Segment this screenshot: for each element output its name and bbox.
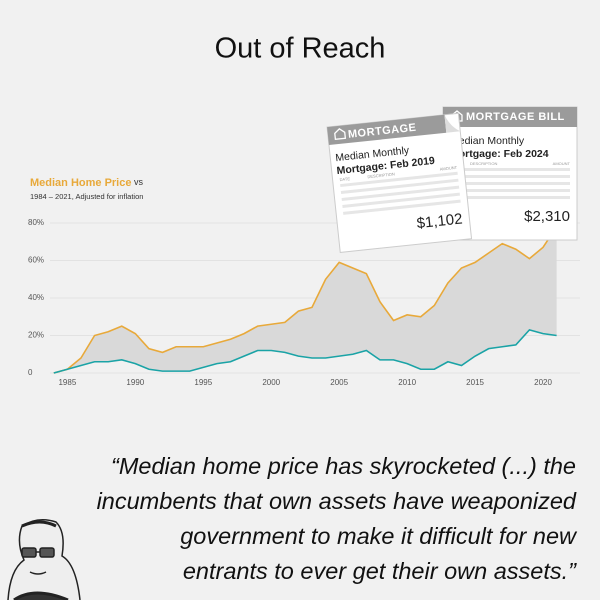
series-line bbox=[53, 328, 557, 374]
quote: “Median home price has skyrocketed (...)… bbox=[97, 453, 578, 584]
card-header bbox=[327, 114, 447, 146]
card-column: AMOUNT bbox=[439, 165, 457, 172]
y-tick-label: 40% bbox=[28, 293, 44, 302]
x-tick-label: 1995 bbox=[194, 378, 212, 387]
chart-subtitle: 1984 – 2021, Adjusted for inflation bbox=[30, 192, 143, 201]
card-text: Mortgage: Feb 2024 bbox=[450, 148, 549, 160]
x-tick-label: 2010 bbox=[398, 378, 416, 387]
card-column: AMOUNT bbox=[553, 161, 571, 166]
card-header-text: MORTGAGE BILL bbox=[466, 111, 565, 123]
x-tick-label: 1990 bbox=[126, 378, 144, 387]
card-column: DESCRIPTION bbox=[367, 171, 395, 179]
quote-line: government to make it difficult for new bbox=[180, 523, 578, 549]
card-amount: $1,102 bbox=[416, 210, 463, 232]
bill-card: MORTGAGE BILL Median Monthly Mortgage: F… bbox=[442, 106, 578, 241]
y-tick-label: 80% bbox=[28, 218, 44, 227]
page-title: Out of Reach bbox=[215, 33, 386, 65]
gap-fill bbox=[53, 226, 557, 373]
page-curl bbox=[444, 114, 461, 133]
quote-line: incumbents that own assets have weaponiz… bbox=[97, 488, 577, 514]
chart-title: Median Home Price vs bbox=[30, 177, 143, 189]
x-tick-label: 2015 bbox=[466, 378, 484, 387]
portrait bbox=[7, 519, 81, 600]
x-tick-label: 2020 bbox=[534, 378, 552, 387]
card-rows bbox=[340, 171, 461, 215]
x-tick-label: 2005 bbox=[330, 378, 348, 387]
y-tick-label: 0 bbox=[28, 368, 33, 377]
card-rows bbox=[450, 168, 570, 199]
x-tick-label: 1985 bbox=[58, 378, 76, 387]
card-amount: $2,310 bbox=[524, 208, 570, 225]
house-icon bbox=[334, 128, 347, 141]
quote-line: entrants to ever get their own assets.” bbox=[183, 558, 577, 584]
card-column: DATE bbox=[339, 176, 350, 182]
quote-line: “Median home price has skyrocketed (...)… bbox=[111, 453, 576, 479]
y-tick-label: 60% bbox=[28, 256, 44, 265]
card-header bbox=[443, 107, 577, 127]
x-tick-label: 2000 bbox=[262, 378, 280, 387]
card-text: Median Monthly bbox=[450, 135, 525, 147]
y-tick-label: 20% bbox=[28, 331, 44, 340]
bill-card: MORTGAGE Median Monthly Mortgage: Feb 20… bbox=[326, 112, 473, 253]
card-column: DESCRIPTION bbox=[470, 161, 497, 166]
series-line bbox=[53, 226, 558, 374]
